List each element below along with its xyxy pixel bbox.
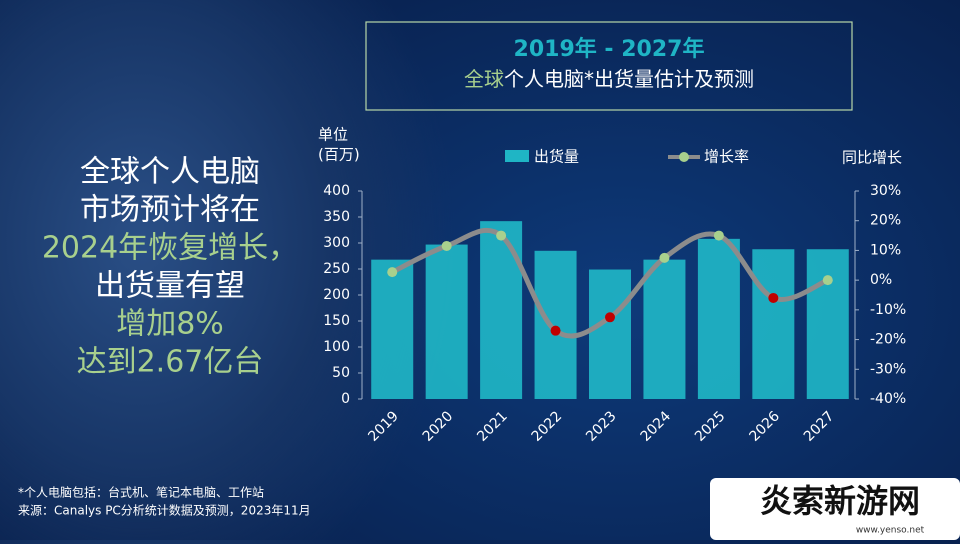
y-axis-title: (百万): [318, 146, 360, 164]
headline-line: 全球个人电脑: [80, 155, 260, 190]
y-tick-label: 0: [341, 391, 350, 407]
legend-label: 增长率: [704, 148, 749, 166]
growth-marker: [713, 230, 724, 241]
y-tick-label: 200: [323, 287, 350, 303]
x-tick-label: 2023: [583, 408, 620, 445]
headline-line: 达到2.67亿台: [77, 345, 264, 380]
headline-line: 市场预计将在: [80, 193, 260, 228]
legend-swatch: [505, 150, 529, 162]
bar: [697, 238, 740, 399]
headline-line: 出货量有望: [95, 269, 245, 304]
headline-line: 2024年恢复增长，: [42, 231, 298, 266]
headline-line: 增加8%: [116, 307, 224, 342]
bar: [752, 249, 795, 399]
y2-axis-title: 同比增长: [842, 149, 902, 167]
growth-marker: [496, 230, 507, 241]
growth-marker: [605, 312, 615, 323]
x-tick-label: 2019: [365, 408, 402, 445]
bar: [643, 259, 686, 399]
y-tick-label: 250: [323, 261, 350, 277]
legend-label: 出货量: [534, 148, 579, 166]
x-tick-label: 2020: [420, 408, 457, 445]
x-tick-label: 2024: [638, 408, 675, 445]
chart-subtitle: 全球个人电脑*出货量估计及预测: [464, 67, 754, 91]
bar: [806, 249, 849, 399]
subtitle-part: 全球: [464, 67, 504, 91]
y2-tick-label: -10%: [870, 302, 906, 318]
y-tick-label: 50: [332, 365, 350, 381]
y2-tick-label: 0%: [870, 272, 892, 288]
watermark-url: www.yenso.net: [856, 526, 925, 536]
y2-tick-label: -30%: [870, 361, 906, 377]
growth-marker: [659, 252, 670, 263]
footnote: 来源：Canalys PC分析统计数据及预测，2023年11月: [18, 503, 311, 518]
bar: [589, 269, 631, 399]
y2-tick-label: -40%: [870, 391, 906, 407]
y-tick-label: 150: [323, 313, 350, 329]
y-axis-title: 单位: [318, 126, 348, 144]
growth-marker: [768, 292, 779, 303]
title-box: [365, 21, 853, 111]
y2-tick-label: 20%: [870, 213, 901, 229]
y-tick-label: 350: [323, 209, 350, 225]
legend-swatch: [679, 152, 689, 162]
growth-marker: [822, 275, 833, 286]
chart-title: 2019年 - 2027年: [514, 36, 705, 62]
footnote: *个人电脑包括：台式机、笔记本电脑、工作站: [18, 485, 264, 500]
y-tick-label: 100: [323, 339, 350, 355]
y-tick-label: 400: [323, 183, 350, 199]
bar: [534, 250, 577, 399]
growth-marker: [387, 267, 398, 278]
bar: [480, 221, 523, 399]
watermark-box: [710, 478, 960, 540]
bar: [371, 259, 414, 399]
growth-marker: [441, 240, 452, 251]
y2-tick-label: 30%: [870, 183, 901, 199]
growth-marker: [550, 325, 561, 336]
x-tick-label: 2022: [529, 408, 566, 445]
y2-tick-label: -20%: [870, 332, 906, 348]
x-tick-label: 2025: [692, 408, 729, 445]
x-tick-label: 2021: [474, 408, 511, 445]
x-tick-label: 2027: [801, 408, 838, 445]
watermark-name: 炎索新游网: [760, 482, 920, 520]
y2-tick-label: 10%: [870, 242, 901, 258]
y-tick-label: 300: [323, 235, 350, 251]
subtitle-part: 个人电脑*出货量估计及预测: [504, 67, 754, 91]
bar: [425, 244, 468, 399]
x-tick-label: 2026: [746, 408, 783, 445]
